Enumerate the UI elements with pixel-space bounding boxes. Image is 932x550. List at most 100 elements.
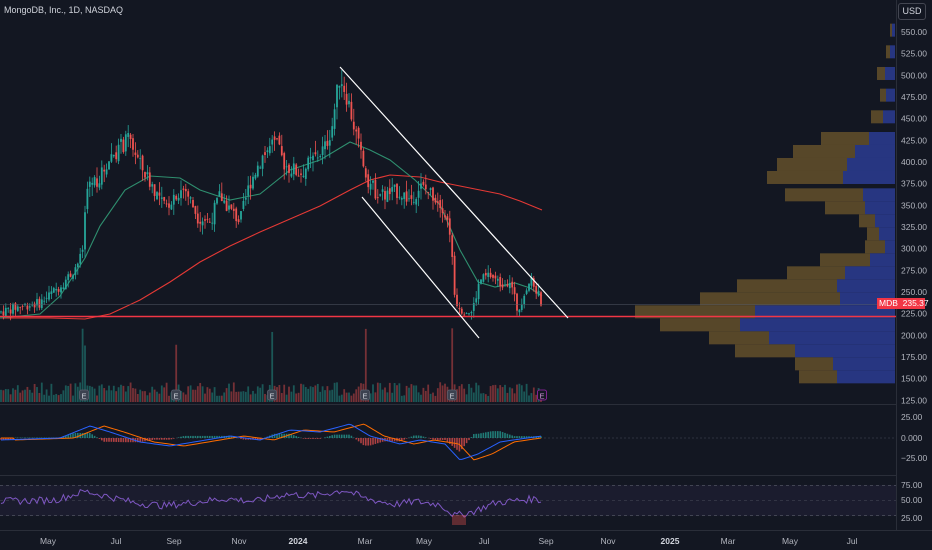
price-axis-label: 300.00	[901, 244, 927, 254]
volume-bar	[192, 389, 194, 402]
time-axis-label: May	[416, 536, 433, 546]
volume-bar	[84, 345, 86, 402]
price-axis-label: 475.00	[901, 92, 927, 102]
macd-histogram-bar	[69, 434, 72, 438]
volume-bar	[244, 391, 247, 402]
macd-histogram-bar	[278, 433, 281, 438]
volume-bar	[7, 389, 10, 402]
candle-body	[45, 297, 48, 299]
volume-bar	[285, 394, 288, 402]
macd-histogram-bar	[288, 433, 290, 438]
macd-histogram-bar	[240, 438, 242, 439]
candle-body	[184, 189, 187, 192]
macd-histogram-bar	[365, 438, 367, 446]
price-axis[interactable]: 550.00 525.00 500.00 475.00 450.00 425.00 400.…	[901, 27, 927, 405]
volume-profile-up-bar	[885, 240, 895, 254]
volume-bar	[228, 383, 230, 402]
time-axis-label: May	[782, 536, 799, 546]
candle-body	[237, 219, 240, 223]
macd-histogram-bar	[331, 435, 333, 438]
volume-bar	[199, 382, 202, 402]
volume-bar	[506, 392, 509, 402]
volume-bar	[122, 385, 125, 402]
rsi-pane[interactable]	[0, 485, 896, 525]
currency-button[interactable]: USD	[898, 3, 926, 20]
macd-histogram-bar	[513, 436, 516, 438]
time-axis-label: Sep	[166, 536, 181, 546]
candle-body	[240, 211, 242, 220]
volume-bar	[403, 395, 406, 402]
volume-bar	[208, 388, 211, 402]
volume-profile-up-bar	[879, 227, 895, 241]
time-axis[interactable]: May Jul Sep Nov 2024 Mar May Jul Sep Nov 2025 Mar Ma…	[40, 536, 858, 546]
volume-profile-up-bar	[883, 110, 895, 124]
volume-bar	[420, 394, 422, 402]
candle-body	[468, 313, 470, 315]
volume-bar	[463, 388, 466, 402]
volume-bar	[412, 385, 415, 402]
volume-bar	[64, 385, 67, 402]
macd-histogram-bar	[405, 438, 408, 439]
volume-bar	[134, 388, 137, 402]
channel-upper-trendline[interactable]	[339, 66, 569, 319]
candle-body	[268, 146, 271, 154]
rsi-line	[0, 488, 542, 518]
candle-body	[172, 194, 175, 205]
candle-body	[115, 152, 118, 160]
macd-histogram-bar	[173, 438, 175, 439]
candle-body	[220, 193, 223, 202]
candle-body	[312, 155, 314, 161]
rsi-axis[interactable]: 75.00 50.00 25.00	[901, 480, 923, 523]
candle-body	[156, 192, 158, 200]
candle-body	[96, 178, 98, 187]
volume-bar	[350, 395, 353, 402]
macd-histogram-bar	[84, 432, 86, 438]
macd-histogram-bar	[343, 434, 345, 438]
candle-body	[482, 274, 485, 282]
volume-profile-up-bar	[870, 253, 895, 267]
volume-bar	[295, 393, 298, 402]
volume-bar	[129, 382, 132, 402]
macd-histogram-bar	[372, 438, 374, 445]
candle-body	[278, 135, 281, 145]
candle-body	[38, 298, 41, 308]
macd-histogram-bar	[506, 433, 509, 438]
macd-histogram-bar	[281, 433, 283, 438]
macd-pane[interactable]	[0, 423, 896, 461]
macd-histogram-bar	[470, 437, 473, 438]
candle-body	[141, 155, 144, 171]
candle-body	[338, 85, 341, 88]
macd-histogram-bar	[96, 437, 98, 438]
volume-profile-down-bar	[877, 66, 885, 80]
time-axis-label: Nov	[231, 536, 247, 546]
volume-bar	[271, 331, 274, 402]
candle-body	[448, 218, 451, 235]
price-tag-value: 235.37	[902, 298, 929, 308]
candle-body	[247, 185, 250, 196]
volume-profile-down-bar	[867, 227, 879, 241]
macd-histogram-bar	[5, 438, 7, 440]
candle-body	[52, 288, 55, 293]
volume-bar	[396, 385, 398, 402]
candle-body	[405, 191, 408, 202]
volume-bar	[369, 393, 372, 402]
volume-bar	[432, 392, 434, 402]
macd-histogram-bar	[305, 438, 307, 439]
candle-body	[410, 195, 413, 199]
channel-lower-trendline[interactable]	[361, 196, 480, 339]
volume-profile-up-bar	[740, 318, 895, 332]
macd-histogram-bar	[465, 438, 468, 444]
volume-bar	[91, 386, 94, 402]
price-axis-label: 425.00	[901, 135, 927, 145]
candle-body	[14, 303, 17, 310]
candle-body	[244, 197, 247, 200]
candle-body	[475, 298, 478, 303]
candle-body	[254, 174, 257, 179]
volume-bar	[196, 386, 199, 402]
volume-profile-up-bar	[890, 45, 895, 59]
volume-profile-down-bar	[737, 279, 837, 293]
macd-axis[interactable]: 25.00 0.000 −25.00	[901, 412, 928, 463]
volume-bar	[189, 385, 192, 402]
